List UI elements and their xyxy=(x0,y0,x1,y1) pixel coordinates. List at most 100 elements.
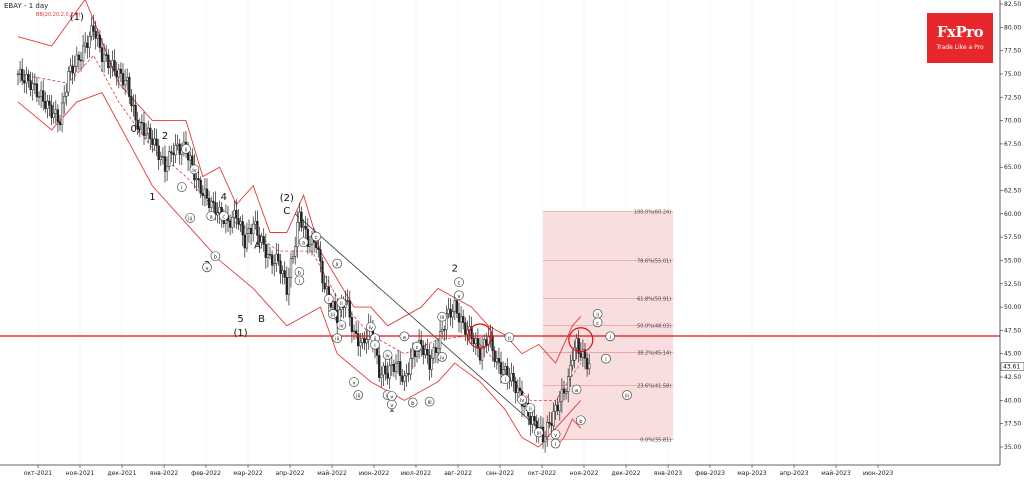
y-tick-label: 45.00 xyxy=(1004,351,1021,358)
candle-body xyxy=(86,42,89,48)
candle-body xyxy=(144,133,148,136)
candle-body xyxy=(31,83,34,91)
candle-body xyxy=(199,179,202,194)
wave-label-circle xyxy=(605,331,616,342)
candle-body xyxy=(382,365,385,376)
y-tick-label: 37.50 xyxy=(1004,421,1021,428)
candle-body xyxy=(457,313,461,323)
wave-label-circle xyxy=(575,415,586,426)
candle-body xyxy=(266,254,270,258)
wave-label: 4 xyxy=(221,192,227,203)
candle-body xyxy=(81,45,85,62)
candle-body xyxy=(363,337,366,344)
indicator-label: BB(20,20,2.0,2.0) xyxy=(36,12,81,18)
fibonacci-label: 100.0%(60.24) xyxy=(634,210,671,216)
y-tick-label: 77.50 xyxy=(1004,48,1021,55)
wave-label: b xyxy=(298,270,301,276)
wave-label: 1 xyxy=(149,192,155,203)
candle-body xyxy=(575,338,578,349)
candle-body xyxy=(518,387,522,392)
candle-body xyxy=(23,80,26,84)
wave-label-circle xyxy=(550,429,561,440)
candle-body xyxy=(258,234,261,243)
wave-label: (2) xyxy=(280,193,294,204)
wave-label-circle xyxy=(332,333,343,343)
candle-body xyxy=(54,109,57,114)
candle-body xyxy=(16,73,20,75)
wave-label-circle xyxy=(370,339,380,350)
candle-body xyxy=(384,365,387,374)
y-tick-label: 50.00 xyxy=(1004,304,1021,311)
candle-body xyxy=(191,155,194,165)
wave-label: ii xyxy=(336,262,339,268)
candle-body xyxy=(407,373,410,375)
wave-label: c xyxy=(458,281,461,287)
x-tick-label: июл-2022 xyxy=(401,470,431,477)
y-tick-label: 40.00 xyxy=(1004,397,1021,404)
candle-body xyxy=(130,96,133,107)
candle-body xyxy=(241,221,244,236)
candle-body xyxy=(273,263,276,266)
candle-body xyxy=(411,348,414,359)
wave-label: a xyxy=(575,388,578,394)
wave-label-circle xyxy=(311,231,322,242)
wave-label: ii xyxy=(185,147,188,153)
candle-body xyxy=(233,210,236,218)
candle-body xyxy=(472,338,475,345)
x-tick-label: фев-2022 xyxy=(191,470,221,477)
x-tick-label: дек-2021 xyxy=(108,470,137,477)
y-tick-label: 60.00 xyxy=(1004,211,1021,218)
wave-label: (1) xyxy=(234,328,248,339)
wave-label: ii xyxy=(529,407,532,413)
x-tick-label: авг-2022 xyxy=(444,470,472,477)
fibonacci-label: 50.0%(48.03) xyxy=(637,323,671,329)
wave-label: i xyxy=(181,186,182,192)
candle-body xyxy=(249,228,253,235)
highlight-circle xyxy=(568,327,594,353)
x-tick-label: фев-2023 xyxy=(695,470,725,477)
wave-label-circle xyxy=(533,427,544,438)
candle-body xyxy=(149,127,152,140)
candle-body xyxy=(119,68,123,74)
x-tick-label: окт-2022 xyxy=(528,470,556,477)
wave-label: a xyxy=(403,335,406,341)
candle-body xyxy=(577,338,580,354)
candle-body xyxy=(65,91,68,97)
candle-body xyxy=(105,54,108,56)
candle-body xyxy=(354,330,358,334)
x-tick-label: июн-2023 xyxy=(863,470,893,477)
wave-label: iii xyxy=(537,431,541,437)
candle-body xyxy=(588,363,591,370)
wave-label: ii xyxy=(508,336,511,342)
wave-label: b xyxy=(411,401,414,407)
wave-label-circle xyxy=(336,320,347,330)
wave-label: ii xyxy=(374,337,377,343)
candle-body xyxy=(96,35,99,39)
wave-label-circle xyxy=(504,332,515,343)
candle-body xyxy=(306,229,309,247)
candle-body xyxy=(176,143,179,146)
candle-body xyxy=(121,73,125,86)
candle-body xyxy=(155,138,158,147)
candle-body xyxy=(571,359,574,366)
fibonacci-label: 23.6%(41.58) xyxy=(637,384,671,390)
wave-label: v xyxy=(458,294,461,300)
wave-label-circle xyxy=(399,331,410,342)
candle-body xyxy=(422,345,425,356)
y-tick-label: 57.50 xyxy=(1004,234,1021,241)
wave-label: iii xyxy=(356,394,360,400)
candle-body xyxy=(405,373,408,377)
candle-body xyxy=(237,218,240,225)
y-tick-label: 52.50 xyxy=(1004,281,1021,288)
candle-body xyxy=(510,373,513,382)
candle-body xyxy=(48,100,51,106)
candle-body xyxy=(426,349,429,356)
candle-body xyxy=(308,244,312,247)
wave-label-circle xyxy=(336,297,347,308)
candle-body xyxy=(300,211,303,228)
candle-body xyxy=(212,200,215,203)
candle-body xyxy=(142,122,146,136)
wave-label-circle xyxy=(294,275,305,286)
candle-body xyxy=(109,66,112,69)
